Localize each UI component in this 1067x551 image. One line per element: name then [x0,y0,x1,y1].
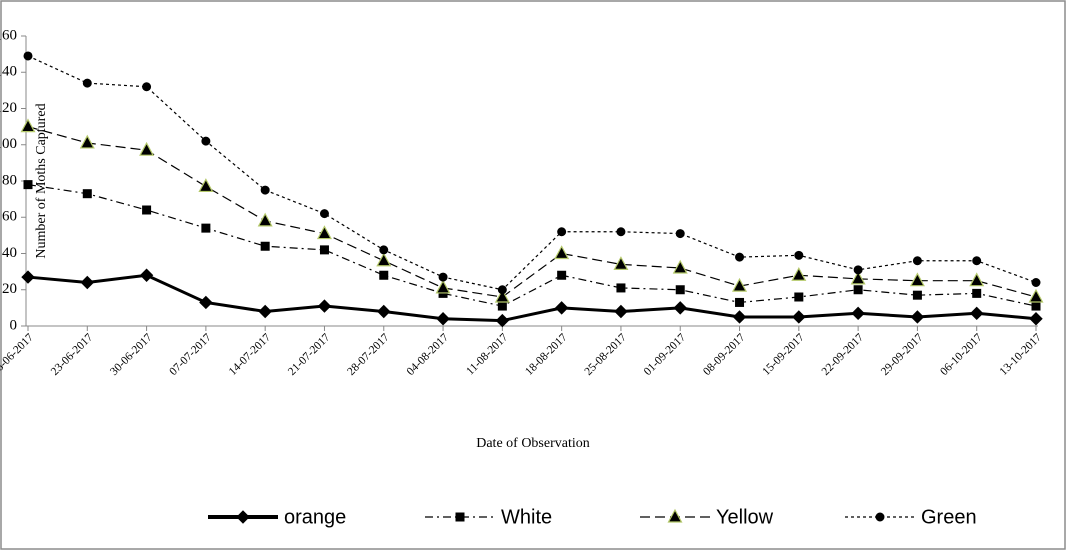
data-point [376,252,392,267]
data-point [853,265,863,275]
data-point [1031,301,1041,311]
data-point [675,285,685,295]
data-point [497,301,507,311]
data-point [557,227,567,237]
data-point [675,229,685,239]
data-point [319,209,329,219]
data-point [260,241,270,251]
data-point [673,301,687,315]
data-point [850,270,866,285]
data-point [616,227,626,237]
y-tick-label: 40 [2,245,17,261]
series-line [27,126,1037,298]
data-point [912,290,922,300]
data-point [554,301,569,315]
data-point [853,285,863,295]
y-tick-label: 160 [0,27,17,43]
data-point [972,288,982,298]
data-point [794,250,804,260]
y-tick-label: 100 [0,136,17,152]
data-point [377,304,391,319]
data-point [1028,288,1044,303]
data-point [82,78,92,88]
data-point [257,212,273,227]
data-point [23,51,33,61]
data-point [199,295,213,310]
data-point [969,272,985,287]
y-tick-label: 140 [0,64,17,80]
data-point [258,304,272,319]
data-point [794,292,804,302]
data-point [909,272,925,287]
legend-label: White [501,506,552,528]
data-point [317,299,332,313]
data-point [735,252,745,262]
data-point [851,306,865,321]
data-point [379,270,389,280]
data-point [791,266,807,281]
data-point [972,256,982,266]
legend-marker [875,512,885,522]
data-point [316,225,332,240]
data-point [23,180,33,190]
series-line [27,55,1037,291]
data-point [616,283,626,293]
data-point [557,270,567,280]
data-point [969,306,984,321]
data-point [142,82,152,92]
data-point [792,310,806,324]
data-point [910,310,925,324]
x-axis-label: Date of Observation [476,436,590,451]
data-point [495,313,510,328]
data-point [912,256,922,266]
data-point [201,223,211,233]
data-point [614,304,628,319]
data-point [21,270,35,284]
series-line [27,273,1037,323]
data-point [1029,312,1043,326]
data-point [82,189,92,199]
data-point [436,312,450,326]
series-line [27,184,1037,307]
data-point [672,259,688,274]
data-point [79,134,95,149]
data-point [435,279,451,294]
y-tick-label: 60 [2,209,17,225]
data-point [379,245,389,255]
data-point [1031,278,1041,287]
legend-marker [667,508,683,523]
y-tick-label: 0 [10,317,18,333]
data-point [732,277,748,292]
data-point [139,141,155,156]
data-point [80,275,95,290]
y-tick-label: 80 [2,172,17,188]
data-point [494,288,510,303]
y-tick-label: 120 [0,100,17,116]
legend-marker [236,510,250,524]
y-tick-label: 20 [2,281,17,297]
legend-label: Yellow [716,506,774,528]
data-point [201,136,211,146]
data-point [613,256,629,270]
data-point [139,268,154,282]
data-point [438,272,448,282]
data-point [20,118,36,133]
data-point [142,205,152,215]
legend-marker [455,512,465,522]
data-point [732,310,747,324]
data-point [260,185,270,195]
data-point [319,245,329,255]
legend-label: orange [284,506,346,528]
data-point [198,178,214,193]
y-axis-label: Number of Moths Captured [34,103,49,258]
legend-label: Green [921,506,977,528]
data-point [735,297,745,307]
data-point [554,245,570,260]
data-point [497,285,507,295]
